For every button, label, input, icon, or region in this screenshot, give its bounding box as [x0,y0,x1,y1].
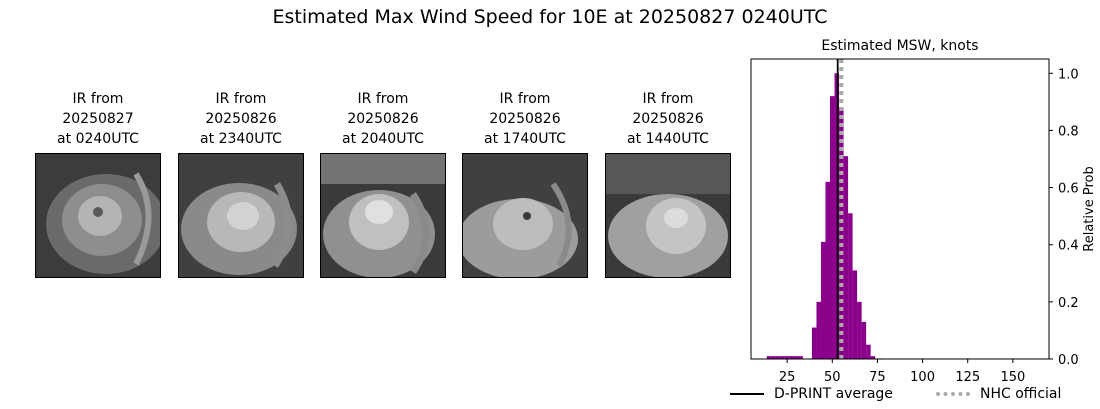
ir-caption-time: at 1740UTC [484,131,566,147]
legend-item-nhc: NHC official [936,386,1061,402]
ir-caption: IR from 20250827 at 0240UTC [35,89,161,149]
histogram-bar [793,356,799,359]
legend-item-dprint: D-PRINT average [730,386,893,402]
ir-caption-date: 20250826 [347,111,419,127]
ir-caption: IR from 20250826 at 2040UTC [320,89,446,149]
x-tick-label: 150 [1000,370,1025,385]
histogram-bar [820,241,826,359]
histogram-bar [857,301,862,359]
legend-label-nhc: NHC official [980,386,1062,402]
histogram-bar [848,213,853,359]
y-tick-label: 0.0 [1058,353,1079,368]
ir-caption-time: at 2040UTC [342,131,424,147]
solid-line-icon [730,393,764,395]
histogram-bar [866,344,871,359]
y-axis-label: Relative Prob [1082,166,1097,251]
ir-satellite-image [178,153,304,278]
ir-caption-line: IR from [499,91,551,107]
histogram-bar [780,356,785,359]
ir-panel-4: IR from 20250826 at 1740UTC [462,89,588,278]
histogram-bar [789,356,794,359]
histogram-bar [811,327,817,359]
ir-caption-date: 20250826 [489,111,561,127]
ir-caption-date: 20250826 [632,111,704,127]
ir-caption-date: 20250827 [62,111,134,127]
ir-satellite-image [605,153,731,278]
ir-satellite-image [35,153,161,278]
ir-satellite-image [462,153,588,278]
ir-caption-date: 20250826 [205,111,277,127]
y-tick-label: 0.2 [1058,296,1079,311]
x-tick-label: 125 [955,370,980,385]
histogram-bar [784,356,790,359]
histogram-bar [843,156,849,359]
ir-caption-line: IR from [72,91,124,107]
ir-caption-time: at 0240UTC [57,131,139,147]
y-tick-label: 0.6 [1058,182,1079,197]
axes-frame [750,58,1050,360]
histogram-bar [771,356,776,359]
legend-label-dprint: D-PRINT average [774,386,893,402]
histogram-bar [870,356,876,359]
x-tick-label: 25 [779,370,796,385]
ir-caption: IR from 20250826 at 1440UTC [605,89,731,149]
histogram-bar [766,356,772,359]
ir-caption-line: IR from [642,91,694,107]
x-tick-label: 100 [910,370,935,385]
figure-title: Estimated Max Wind Speed for 10E at 2025… [272,6,828,28]
ir-panel-5: IR from 20250826 at 1440UTC [605,89,731,278]
histogram-bar [798,356,803,359]
histogram-bar [830,96,835,360]
ir-panel-1: IR from 20250827 at 0240UTC [35,89,161,278]
ir-caption: IR from 20250826 at 1740UTC [462,89,588,149]
histogram-bar [816,301,821,359]
ir-caption: IR from 20250826 at 2340UTC [178,89,304,149]
y-tick-label: 0.8 [1058,124,1079,139]
ir-caption-time: at 2340UTC [200,131,282,147]
ir-caption-line: IR from [215,91,267,107]
histogram-bar [825,181,831,359]
y-tick-label: 1.0 [1058,67,1079,82]
x-tick-label: 50 [824,370,841,385]
ir-caption-time: at 1440UTC [627,131,709,147]
ir-caption-line: IR from [357,91,409,107]
histogram-bar [775,356,781,359]
histogram-bar [834,73,840,360]
y-tick-label: 0.4 [1058,239,1079,254]
x-tick-label: 75 [869,370,886,385]
histogram-bar [839,107,844,359]
ir-panel-3: IR from 20250826 at 2040UTC [320,89,446,278]
chart-title: Estimated MSW, knots [821,38,978,54]
histogram-bar [861,321,867,359]
dotted-line-icon [936,392,970,396]
ir-satellite-image [320,153,446,278]
histogram-bar [852,270,858,359]
chart-legend: D-PRINT average NHC official [730,386,1090,406]
ir-panel-2: IR from 20250826 at 2340UTC [178,89,304,278]
